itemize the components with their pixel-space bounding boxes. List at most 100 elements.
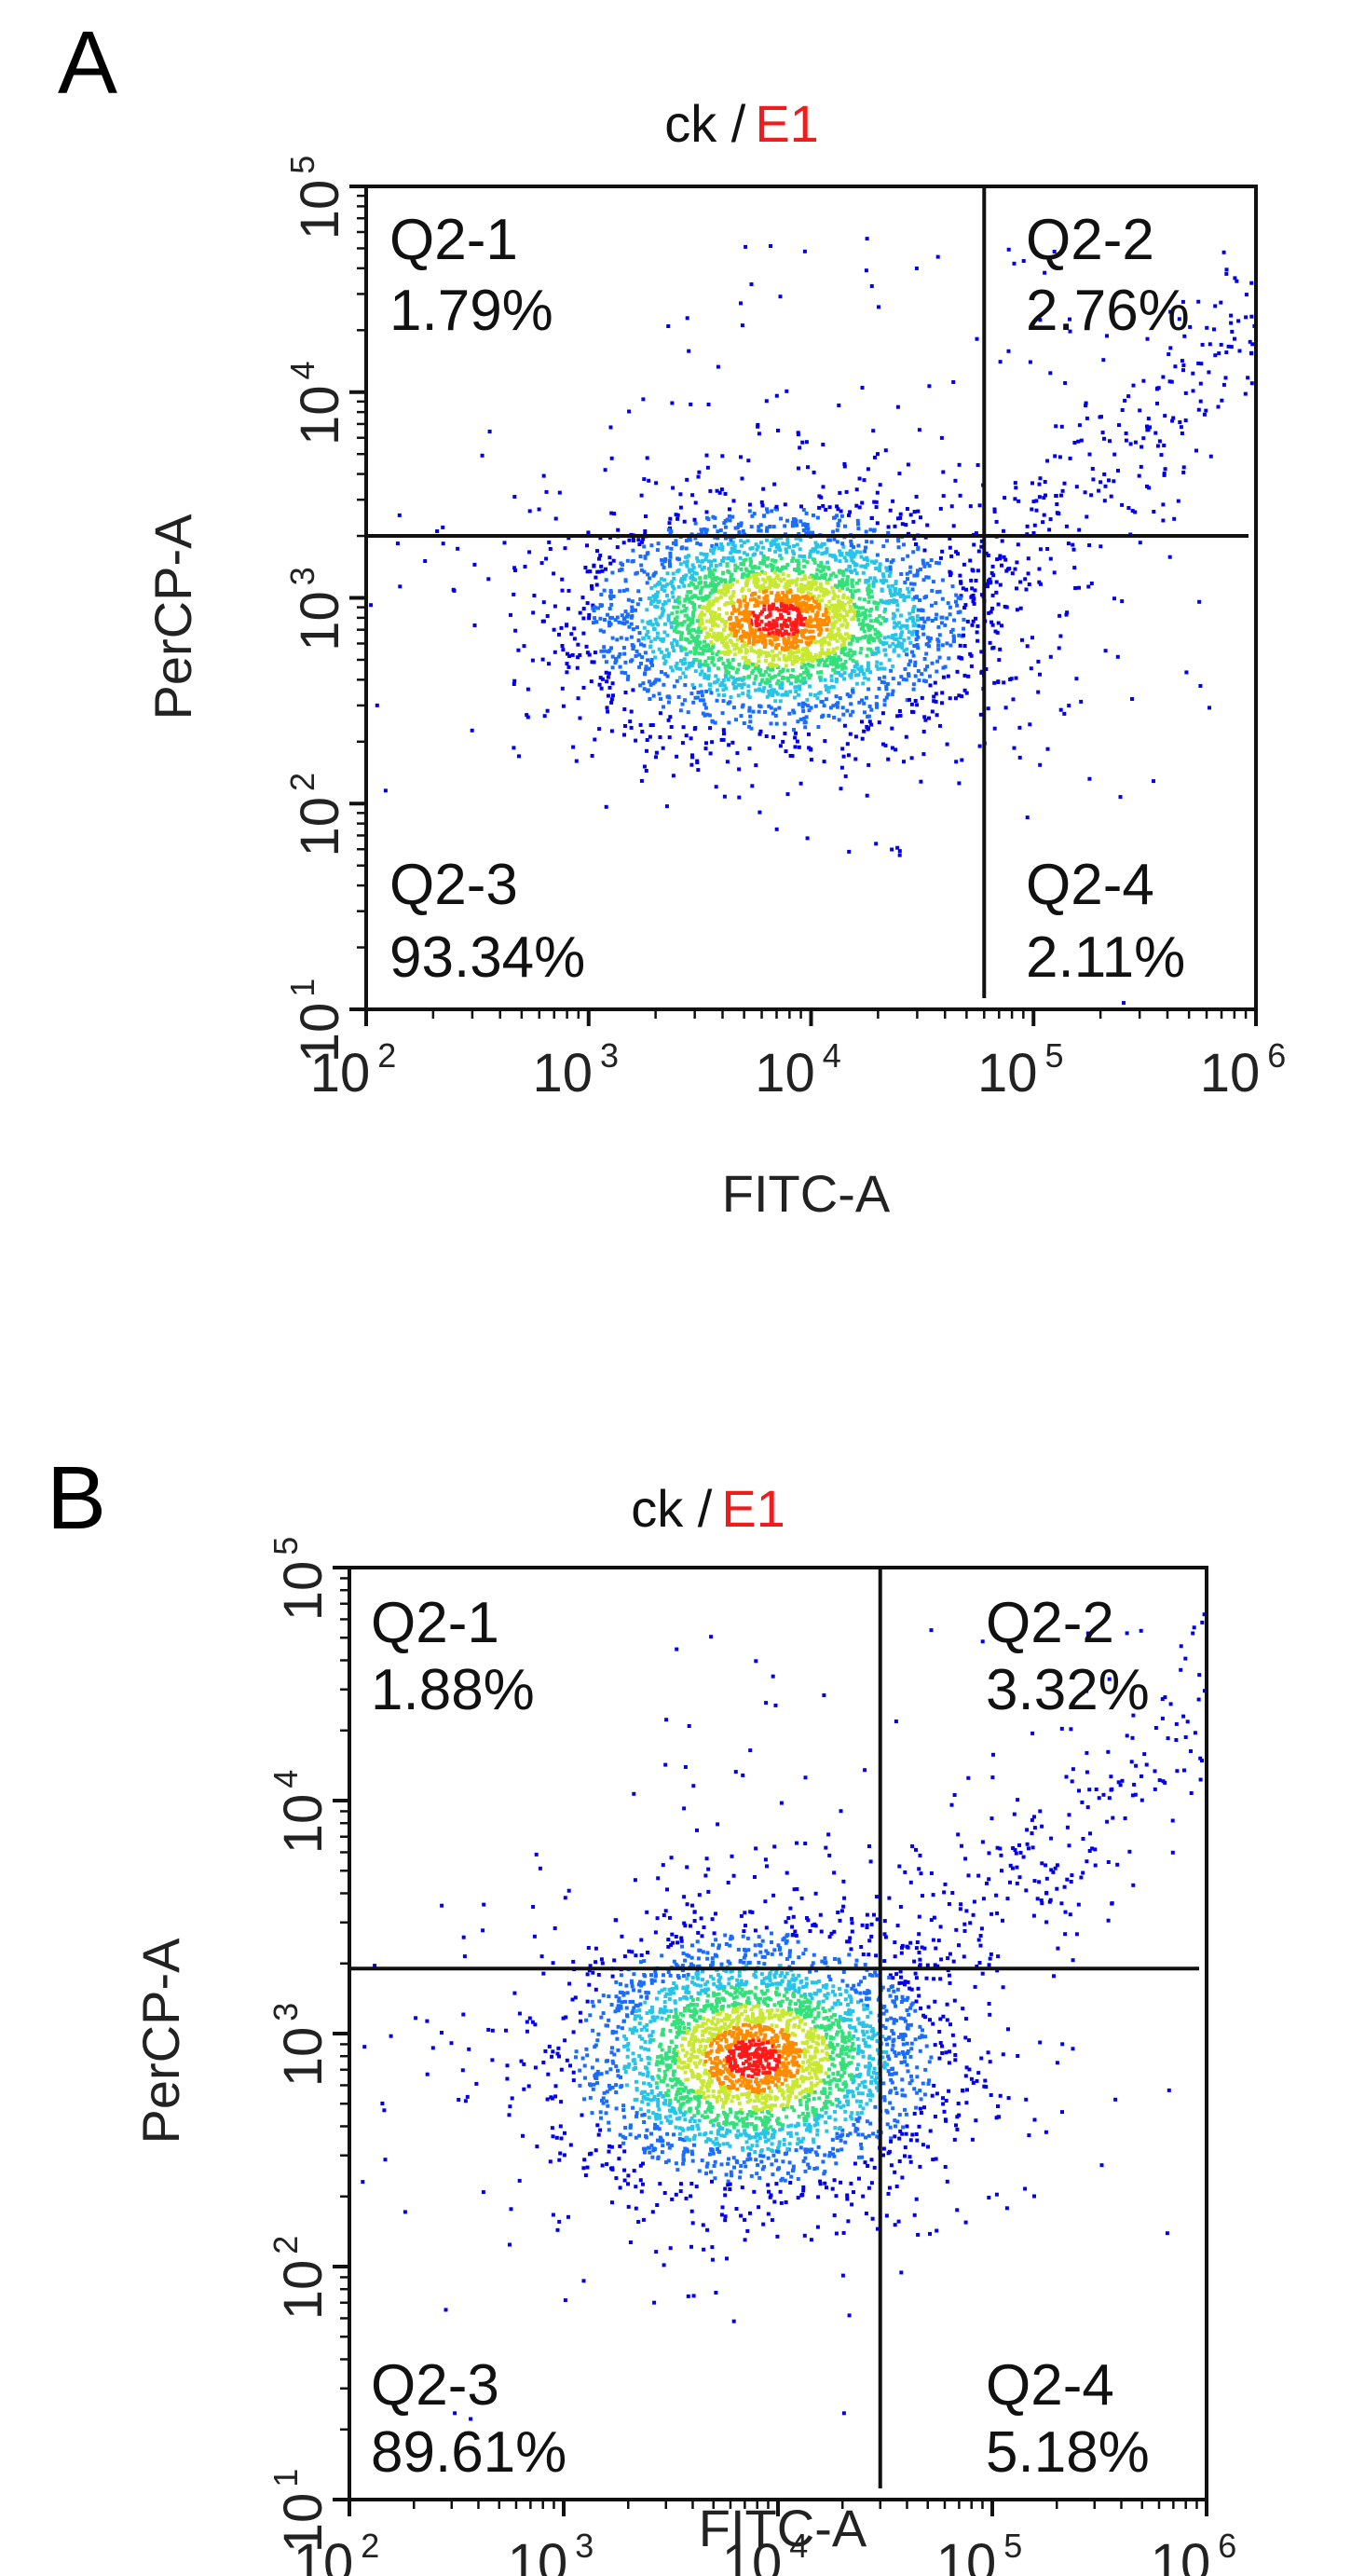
scatter-point — [714, 586, 717, 591]
scatter-point — [748, 719, 753, 724]
scatter-point — [1224, 267, 1229, 272]
scatter-point — [769, 626, 773, 631]
scatter-point — [548, 547, 553, 551]
scatter-point — [775, 507, 779, 512]
scatter-point — [801, 648, 805, 652]
scatter-point — [744, 613, 749, 618]
scatter-point — [641, 681, 646, 686]
scatter-point — [1137, 473, 1141, 478]
scatter-point — [770, 2066, 774, 2071]
scatter-point — [660, 670, 663, 674]
scatter-point — [1194, 448, 1198, 453]
scatter-point — [801, 508, 806, 512]
scatter-point — [787, 544, 791, 549]
scatter-point — [728, 518, 732, 523]
scatter-point — [1012, 746, 1017, 750]
scatter-point — [727, 720, 731, 725]
scatter-point — [723, 491, 728, 496]
scatter-point — [812, 1953, 816, 1957]
scatter-point — [532, 594, 537, 597]
scatter-point — [1000, 563, 1003, 568]
scatter-point — [895, 1924, 900, 1928]
scatter-point — [922, 715, 927, 719]
scatter-point — [991, 573, 996, 578]
scatter-point — [512, 682, 516, 686]
scatter-point — [758, 636, 763, 640]
scatter-point — [746, 459, 751, 463]
scatter-point — [804, 651, 809, 655]
scatter-point — [771, 603, 776, 608]
scatter-point — [914, 637, 919, 642]
scatter-point — [903, 2093, 907, 2098]
scatter-point — [930, 619, 935, 623]
scatter-point — [888, 588, 893, 593]
scatter-point — [749, 525, 754, 529]
scatter-point — [609, 700, 614, 705]
scatter-point — [696, 596, 701, 600]
scatter-point — [861, 2106, 866, 2111]
scatter-point — [658, 735, 662, 739]
scatter-point — [662, 682, 666, 687]
scatter-point — [731, 681, 736, 686]
scatter-point — [693, 500, 698, 505]
scatter-point — [849, 539, 853, 543]
scatter-point — [663, 1994, 668, 1999]
scatter-point — [712, 598, 716, 603]
scatter-point — [911, 682, 916, 687]
scatter-point — [778, 699, 783, 704]
scatter-point — [771, 525, 776, 529]
scatter-point — [958, 573, 962, 578]
scatter-point — [689, 692, 694, 696]
scatter-point — [668, 715, 673, 719]
scatter-point — [628, 2027, 633, 2032]
scatter-point — [643, 2000, 648, 2005]
scatter-point — [730, 676, 735, 680]
scatter-point — [932, 694, 936, 699]
scatter-point — [677, 600, 681, 605]
scatter-point — [962, 644, 967, 648]
scatter-point — [775, 568, 780, 572]
scatter-point — [662, 2094, 665, 2098]
scatter-point — [662, 588, 667, 593]
scatter-point — [848, 510, 853, 514]
scatter-point — [860, 719, 864, 724]
scatter-point — [753, 565, 757, 569]
scatter-point — [918, 2035, 921, 2040]
scatter-point — [709, 583, 714, 588]
scatter-point — [697, 626, 702, 631]
scatter-point — [751, 569, 756, 574]
scatter-point — [919, 515, 922, 520]
scatter-point — [771, 625, 776, 630]
scatter-point — [545, 708, 550, 713]
scatter-point — [894, 582, 898, 586]
scatter-point — [777, 608, 782, 612]
scatter-point — [548, 2159, 553, 2164]
scatter-point — [832, 554, 837, 558]
scatter-point — [893, 2118, 897, 2123]
scatter-point — [815, 596, 820, 601]
scatter-point — [843, 2080, 848, 2085]
scatter-point — [635, 2004, 640, 2008]
scatter-point — [630, 2010, 635, 2015]
scatter-point — [906, 462, 910, 467]
scatter-point — [846, 753, 851, 758]
scatter-point — [741, 644, 744, 649]
scatter-point — [905, 625, 909, 630]
scatter-point — [813, 541, 818, 545]
scatter-point — [964, 2101, 969, 2105]
scatter-point — [725, 664, 730, 668]
scatter-point — [517, 754, 521, 759]
scatter-point — [839, 2180, 843, 2185]
scatter-point — [781, 598, 785, 603]
scatter-point — [683, 613, 688, 618]
scatter-point — [783, 524, 787, 528]
scatter-point — [847, 2034, 852, 2038]
scatter-point — [757, 682, 762, 687]
scatter-point — [648, 2150, 652, 2155]
scatter-point — [1102, 499, 1107, 503]
scatter-point — [693, 585, 698, 590]
scatter-point — [771, 711, 775, 716]
scatter-point — [979, 593, 984, 597]
scatter-point — [1055, 502, 1059, 506]
scatter-point — [662, 559, 667, 564]
